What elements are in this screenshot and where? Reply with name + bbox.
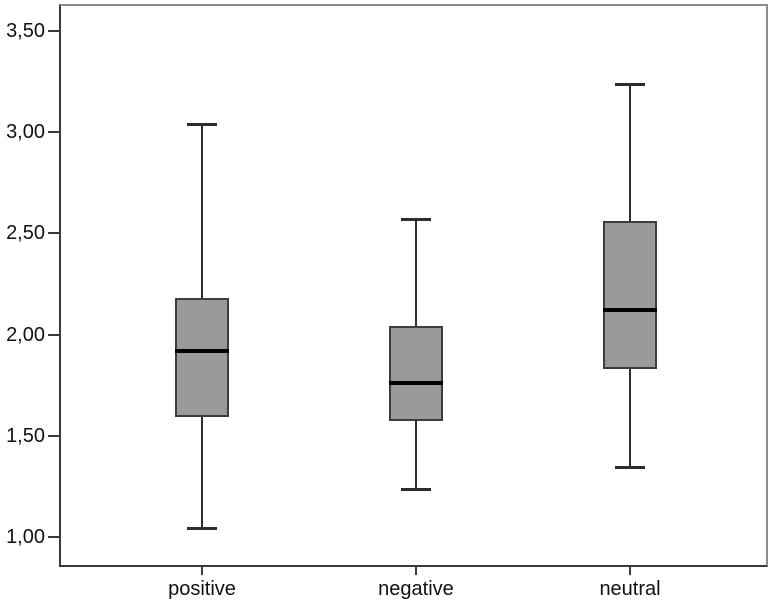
median-line <box>603 308 658 313</box>
x-tick-mark <box>414 567 417 575</box>
median-line <box>388 381 443 386</box>
y-tick-mark <box>48 131 59 134</box>
box <box>603 221 658 369</box>
y-axis-tick-label: 3,00 <box>6 121 45 144</box>
y-axis-tick-label: 1,00 <box>6 525 45 548</box>
whisker-cap-top <box>400 218 431 222</box>
whisker-cap-top <box>187 123 217 127</box>
median-line <box>175 348 229 353</box>
whisker-cap-top <box>615 82 646 86</box>
y-axis-tick-label: 1,50 <box>6 424 45 447</box>
x-tick-mark <box>201 567 203 575</box>
y-tick-mark <box>48 333 59 336</box>
whisker-cap-bottom <box>615 465 646 469</box>
x-axis-category-label: neutral <box>599 578 661 600</box>
plot-area <box>59 4 768 567</box>
whisker-cap-bottom <box>187 526 217 530</box>
y-tick-mark <box>48 30 59 33</box>
whisker-cap-bottom <box>400 488 431 492</box>
y-tick-mark <box>48 434 59 437</box>
y-tick-mark <box>48 232 59 235</box>
y-axis-tick-label: 2,50 <box>6 222 45 245</box>
y-tick-mark <box>48 535 59 538</box>
box <box>388 326 443 422</box>
y-axis-tick-label: 2,00 <box>6 323 45 346</box>
box <box>175 298 229 418</box>
x-axis-category-label: negative <box>378 578 454 600</box>
x-axis-category-label: positive <box>168 578 236 600</box>
y-axis-tick-label: 3,50 <box>6 20 45 43</box>
x-tick-mark <box>629 567 632 575</box>
